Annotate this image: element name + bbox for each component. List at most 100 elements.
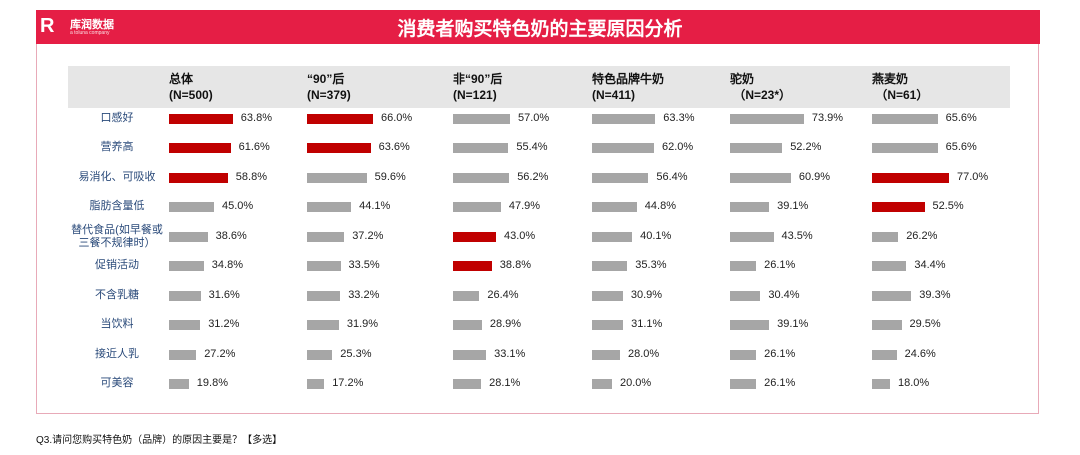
data-label: 40.1% xyxy=(640,230,672,242)
bar xyxy=(872,261,907,271)
data-label: 34.8% xyxy=(211,259,243,271)
bar xyxy=(592,143,654,153)
data-label: 31.6% xyxy=(208,289,240,301)
data-label: 30.9% xyxy=(630,289,663,301)
bar xyxy=(307,232,345,242)
data-label: 52.5% xyxy=(932,200,964,212)
row-label: 易消化、可吸收 xyxy=(78,171,156,183)
bar xyxy=(730,291,761,301)
data-label: 45.0% xyxy=(222,200,254,212)
bar xyxy=(730,261,757,271)
row-label: 不含乳糖 xyxy=(95,289,139,301)
data-label: 18.0% xyxy=(898,377,930,389)
data-label: 60.9% xyxy=(798,171,831,183)
bar xyxy=(453,261,492,271)
chart-title: 消费者购买特色奶的主要原因分析 xyxy=(397,19,683,40)
bar xyxy=(592,232,633,242)
bar xyxy=(169,173,228,183)
data-label: 27.2% xyxy=(204,348,236,360)
bar xyxy=(872,320,902,330)
bar xyxy=(730,202,770,212)
bar xyxy=(872,114,938,124)
data-label: 24.6% xyxy=(904,348,936,360)
data-label: 63.6% xyxy=(378,141,410,153)
bar xyxy=(872,379,890,389)
data-label: 17.2% xyxy=(332,377,364,389)
data-label: 33.5% xyxy=(348,259,380,271)
bar xyxy=(453,320,482,330)
bar xyxy=(307,379,325,389)
bar xyxy=(307,202,352,212)
data-label: 73.9% xyxy=(811,112,844,124)
bar xyxy=(307,320,339,330)
data-label: 28.0% xyxy=(628,348,660,360)
bar xyxy=(307,261,341,271)
data-label: 56.2% xyxy=(517,171,549,183)
data-label: 38.6% xyxy=(215,230,247,242)
data-label: 62.0% xyxy=(662,141,694,153)
bar xyxy=(169,291,201,301)
bar xyxy=(592,350,620,360)
bar xyxy=(453,379,482,389)
row-label: 当饮料 xyxy=(100,318,134,330)
bar xyxy=(307,143,371,153)
data-label: 61.6% xyxy=(238,141,270,153)
bar xyxy=(169,202,214,212)
data-label: 39.1% xyxy=(777,318,809,330)
data-label: 56.4% xyxy=(656,171,688,183)
bar xyxy=(169,114,233,124)
bar xyxy=(169,143,231,153)
row-label: 营养高 xyxy=(100,141,134,153)
bar xyxy=(730,232,774,242)
bar xyxy=(592,320,624,330)
bar xyxy=(592,261,628,271)
bar xyxy=(872,291,912,301)
bar xyxy=(592,173,649,183)
logo-mark: R xyxy=(40,15,55,37)
data-label: 30.4% xyxy=(768,289,800,301)
bar xyxy=(169,261,204,271)
bar xyxy=(592,202,637,212)
bar xyxy=(453,143,509,153)
bar xyxy=(872,143,938,153)
column-header: 非“90”后 (N=121) xyxy=(453,72,503,102)
bar xyxy=(169,232,208,242)
column-header: 驼奶 （N=23*） xyxy=(730,72,792,102)
bar xyxy=(872,173,949,183)
bar xyxy=(872,202,925,212)
bar xyxy=(730,173,791,183)
data-label: 26.1% xyxy=(764,259,796,271)
bar xyxy=(592,114,656,124)
data-label: 39.3% xyxy=(919,289,951,301)
data-label: 28.9% xyxy=(489,318,522,330)
column-header: “90”后 (N=379) xyxy=(307,72,351,102)
bar xyxy=(169,350,197,360)
bar xyxy=(730,114,804,124)
data-label: 39.1% xyxy=(777,200,809,212)
bar xyxy=(453,350,487,360)
header-row xyxy=(68,66,1010,108)
data-label: 47.9% xyxy=(508,200,541,212)
data-label: 34.4% xyxy=(914,259,946,271)
data-label: 37.2% xyxy=(352,230,384,242)
data-label: 28.1% xyxy=(489,377,521,389)
data-label: 63.8% xyxy=(240,112,272,124)
data-label: 58.8% xyxy=(235,171,267,183)
data-label: 38.8% xyxy=(499,259,531,271)
data-label: 66.0% xyxy=(381,112,413,124)
bar xyxy=(453,114,510,124)
bar xyxy=(307,173,367,183)
bar xyxy=(169,320,201,330)
column-header: 总体 (N=500) xyxy=(169,72,213,102)
data-label: 26.2% xyxy=(906,230,938,242)
row-label: 接近人乳 xyxy=(95,348,139,360)
row-label: 脂肪含量低 xyxy=(89,200,145,212)
bar xyxy=(730,379,757,389)
data-label: 77.0% xyxy=(957,171,989,183)
data-label: 65.6% xyxy=(945,112,977,124)
data-label: 19.8% xyxy=(196,377,228,389)
data-label: 63.3% xyxy=(663,112,695,124)
data-label: 52.2% xyxy=(790,141,822,153)
row-label: 促销活动 xyxy=(95,259,139,271)
data-label: 43.0% xyxy=(504,230,536,242)
